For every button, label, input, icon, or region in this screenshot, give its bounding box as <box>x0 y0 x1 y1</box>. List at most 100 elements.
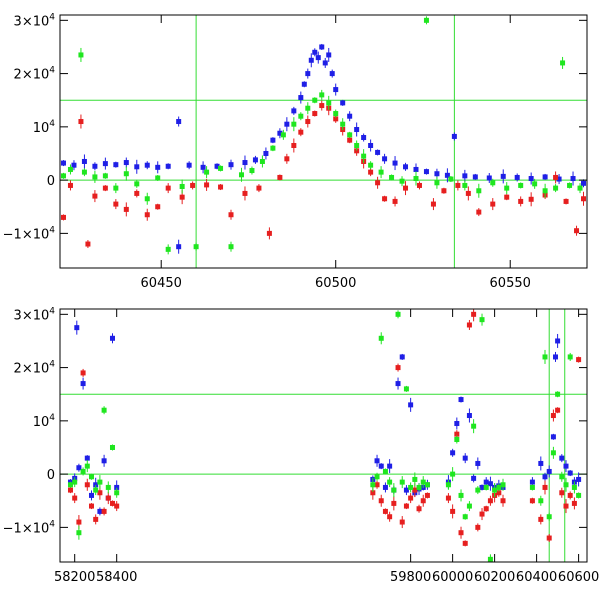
data-point <box>378 498 384 504</box>
data-point <box>340 121 346 127</box>
data-point <box>395 381 401 387</box>
data-point <box>60 214 66 220</box>
data-point <box>102 161 108 167</box>
data-point <box>471 311 477 317</box>
data-point <box>451 133 457 139</box>
data-point <box>80 381 86 387</box>
data-point <box>504 194 510 200</box>
data-point <box>270 137 276 143</box>
data-point <box>361 135 367 141</box>
data-point <box>450 471 456 477</box>
data-point <box>370 490 376 496</box>
data-point <box>434 171 440 177</box>
data-point <box>403 386 409 392</box>
series-red <box>60 100 587 249</box>
data-point <box>113 185 119 191</box>
data-point <box>378 463 384 469</box>
data-point <box>413 176 419 182</box>
data-point <box>574 228 580 234</box>
data-point <box>375 149 381 155</box>
data-point <box>420 479 426 485</box>
data-point <box>326 100 332 106</box>
data-point <box>403 503 409 509</box>
data-point <box>538 460 544 466</box>
data-point <box>97 508 103 514</box>
data-point <box>392 160 398 166</box>
data-point <box>559 474 565 480</box>
data-point <box>458 530 464 536</box>
data-point <box>228 212 234 218</box>
data-point <box>462 173 468 179</box>
data-point <box>483 479 489 485</box>
data-point <box>413 166 419 172</box>
data-point <box>553 185 559 191</box>
data-point <box>476 209 482 215</box>
y-tick-label: 3×104 <box>14 306 56 323</box>
axes-frame <box>59 14 588 269</box>
data-point <box>466 503 472 509</box>
data-point <box>204 182 210 188</box>
data-point <box>93 482 99 488</box>
data-point <box>76 519 82 525</box>
data-point <box>571 484 577 490</box>
data-point <box>190 182 196 188</box>
data-point <box>581 196 587 202</box>
data-point <box>84 463 90 469</box>
data-point <box>242 190 248 196</box>
data-point <box>553 354 559 360</box>
data-point <box>487 481 493 487</box>
data-point <box>113 201 119 207</box>
data-point <box>454 421 460 427</box>
y-tick-label: 2×104 <box>14 360 56 377</box>
data-point <box>434 180 440 186</box>
data-point <box>555 391 561 397</box>
series-blue <box>60 43 587 254</box>
data-point <box>560 60 566 66</box>
data-point <box>284 156 290 162</box>
axes-frame <box>59 308 588 563</box>
data-point <box>546 514 552 520</box>
data-point <box>487 556 493 562</box>
data-point <box>88 503 94 509</box>
y-tick-label: 3×104 <box>14 12 56 29</box>
data-point <box>312 49 318 55</box>
data-point <box>466 413 472 419</box>
data-point <box>532 181 538 187</box>
data-point <box>500 498 506 504</box>
data-point <box>475 487 481 493</box>
data-point <box>155 175 161 181</box>
data-point <box>455 182 461 188</box>
data-point <box>553 174 559 180</box>
data-point <box>514 174 520 180</box>
data-point <box>256 185 262 191</box>
data-point <box>60 173 66 179</box>
data-point <box>305 71 311 77</box>
data-point <box>529 498 535 504</box>
data-point <box>528 176 534 182</box>
data-point <box>378 335 384 341</box>
bottom-panel: 58200 58400 59800 60000 60200 60400 60600 −1×10… <box>3 306 600 585</box>
data-point <box>462 182 468 188</box>
data-point <box>504 185 510 191</box>
data-point <box>382 196 388 202</box>
data-point <box>228 162 234 168</box>
data-point <box>576 476 582 482</box>
x-tick-label: 60400 <box>516 570 557 585</box>
y-tick-label: −1×104 <box>3 225 56 242</box>
data-point <box>252 157 258 163</box>
data-point <box>387 514 393 520</box>
data-point <box>412 487 418 493</box>
data-point <box>78 119 84 125</box>
data-point <box>298 113 304 119</box>
data-point <box>72 495 78 501</box>
data-point <box>389 174 395 180</box>
data-point <box>408 484 414 490</box>
data-point <box>305 119 311 125</box>
data-point <box>92 193 98 199</box>
data-point <box>399 519 405 525</box>
data-point <box>80 468 86 474</box>
data-point <box>319 92 325 98</box>
data-point <box>471 475 477 481</box>
data-point <box>392 198 398 204</box>
data-point <box>329 71 335 77</box>
